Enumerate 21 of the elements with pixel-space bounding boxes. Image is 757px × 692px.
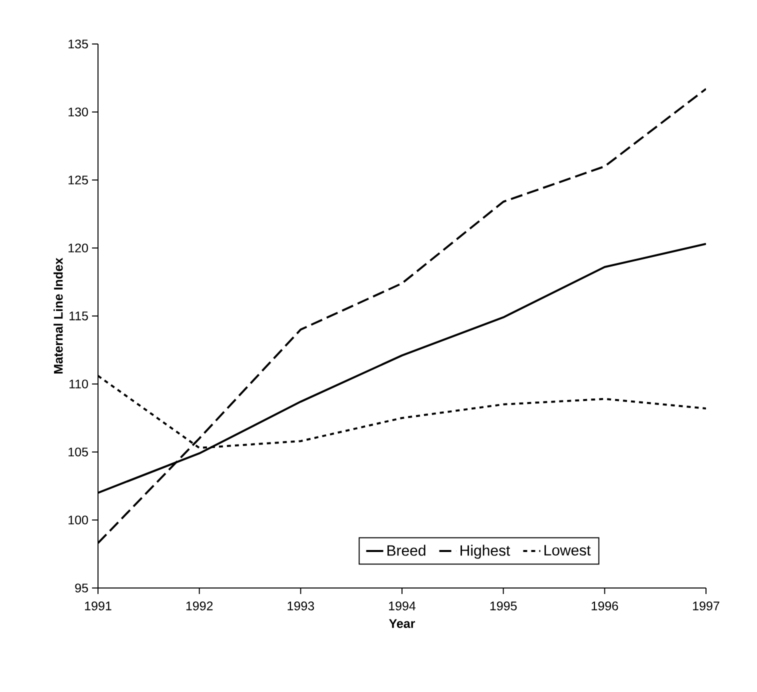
y-tick-label: 95 (75, 584, 88, 592)
y-tick-label: 100 (68, 516, 88, 524)
x-tick-label: 1997 (693, 602, 720, 610)
y-tick-label: 105 (68, 448, 88, 456)
y-tick-label: 120 (68, 244, 88, 252)
x-tick-label: 1991 (85, 602, 112, 610)
legend-label: Lowest (544, 545, 591, 556)
y-tick-label: 135 (68, 40, 88, 48)
legend-label: Breed (387, 544, 426, 556)
y-tick-label: 110 (70, 380, 88, 388)
x-tick-label: 1996 (592, 602, 618, 610)
x-tick-label: 1995 (490, 602, 517, 610)
y-axis-title: Maternal Line Index (54, 258, 63, 374)
legend-label: Highest (460, 544, 510, 559)
y-tick-label: 125 (68, 176, 88, 184)
x-tick-label: 1993 (288, 602, 314, 610)
x-tick-label: 1994 (389, 602, 416, 610)
y-tick-label: 130 (68, 108, 88, 116)
x-axis-title: Year (389, 619, 416, 628)
x-tick-label: 1992 (186, 602, 213, 610)
y-tick-label: 115 (70, 312, 88, 320)
